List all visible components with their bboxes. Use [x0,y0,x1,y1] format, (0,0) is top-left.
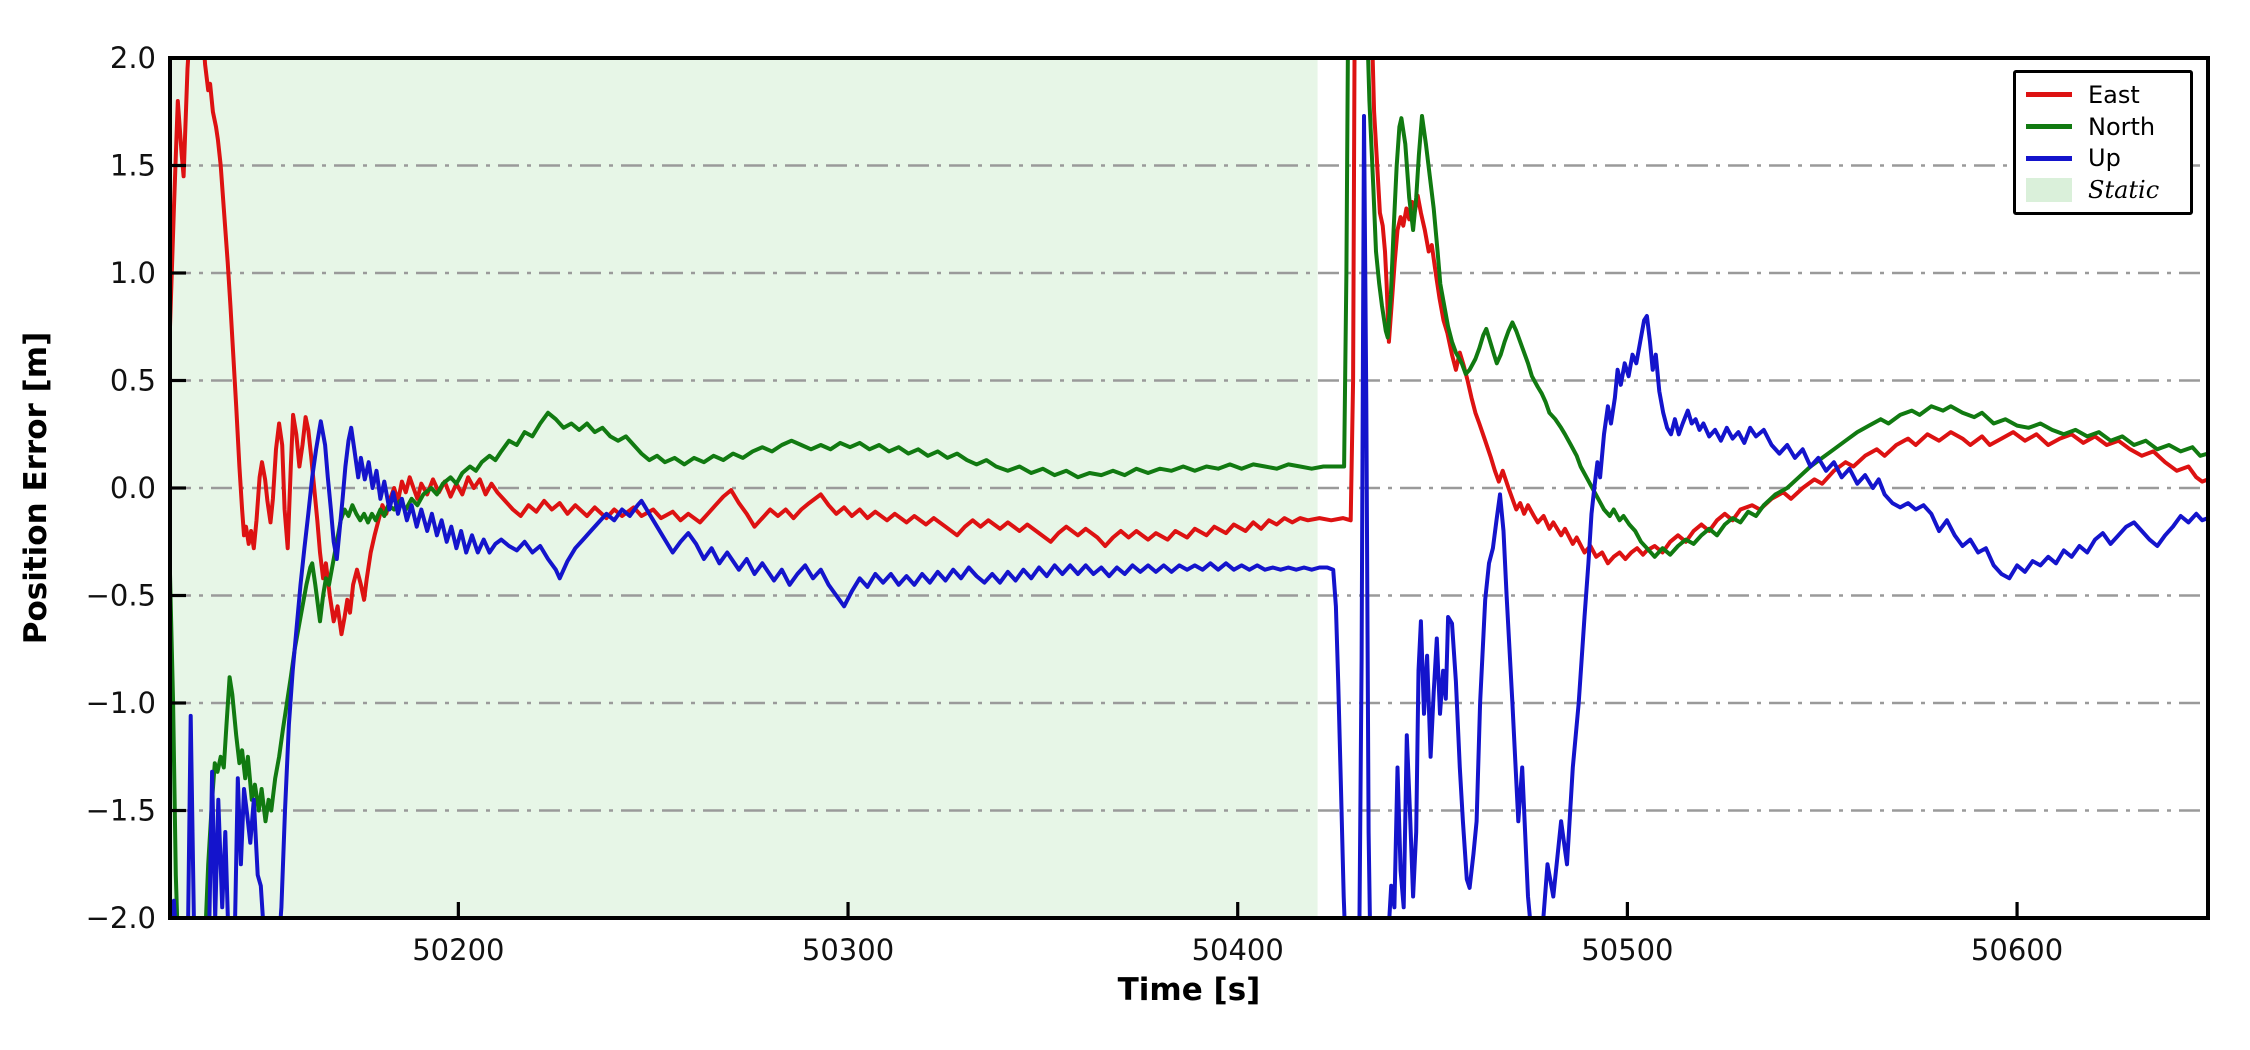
x-tick-label: 50400 [1192,933,1284,967]
y-tick-label: −1.5 [86,794,156,828]
x-tick-label: 50300 [802,933,894,967]
legend-label-east: East [2088,80,2140,109]
x-axis-label: Time [s] [1118,972,1261,1008]
x-tick-label: 50200 [412,933,504,967]
x-tick-label: 50500 [1581,933,1673,967]
series-lines [170,58,2208,918]
north-line-swatch [2026,124,2072,130]
y-tick-label: −1.0 [86,686,156,720]
legend: East North Up Static [2013,70,2193,215]
y-tick-label: −0.5 [86,579,156,613]
east-line-swatch [2026,92,2072,98]
y-tick-label: 1.5 [110,149,156,183]
y-axis-label: Position Error [m] [18,332,54,644]
x-tick-label: 50600 [1971,933,2063,967]
y-tick-label: 1.0 [110,256,156,290]
y-tick-label: 0.0 [110,471,156,505]
y-tick-label: 2.0 [110,41,156,75]
plot-frame [168,56,2210,920]
legend-label-up: Up [2088,144,2121,173]
static-patch-swatch [2026,178,2072,203]
up-line-swatch [2026,155,2072,161]
legend-entry-east: East [2026,80,2180,110]
legend-label-static: Static [2088,176,2160,205]
legend-entry-north: North [2026,112,2180,142]
legend-entry-static: Static [2026,175,2180,205]
gridlines [170,164,2208,812]
y-tick-label: −2.0 [86,901,156,935]
tick-labels: 50200 50300 50400 50500 50600 2.0 1.5 1.0 0.5 0.0… [86,41,2064,967]
y-tick-label: 0.5 [110,364,156,398]
legend-entry-up: Up [2026,143,2180,173]
legend-label-north: North [2088,112,2156,141]
